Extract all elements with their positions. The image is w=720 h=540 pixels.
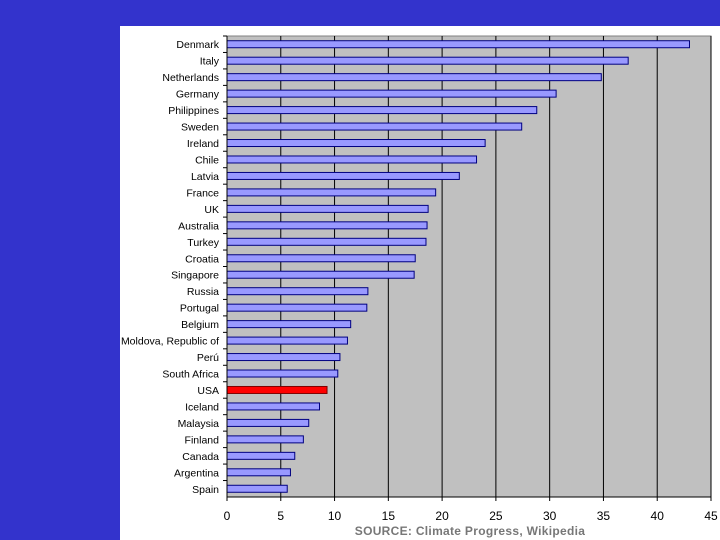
category-label: France — [186, 187, 219, 199]
category-label: Singapore — [171, 270, 219, 282]
category-label: Chile — [195, 154, 219, 166]
category-labels: Denmark Italy Netherlands Germany Philippine… — [121, 35, 227, 496]
category-label: Germany — [176, 89, 220, 101]
category-label: Sweden — [181, 122, 219, 134]
bar-spain — [226, 484, 288, 493]
bar-singapore — [226, 270, 415, 279]
category-label: Russia — [187, 286, 219, 298]
category-label: Canada — [182, 451, 219, 463]
left-decorative-band — [0, 0, 120, 540]
category-label: Denmark — [176, 39, 219, 51]
category-label: USA — [197, 385, 219, 397]
bar-chile — [226, 155, 478, 164]
bar-usa — [226, 385, 328, 394]
x-tick-label: 20 — [435, 509, 449, 523]
category-label: Italy — [200, 56, 220, 68]
bar-belgium — [226, 320, 352, 329]
x-tick-label: 10 — [328, 509, 342, 523]
category-label: Moldova, Republic of — [121, 336, 219, 348]
bar-france — [226, 188, 437, 197]
category-label: Australia — [178, 220, 219, 232]
bar-croatia — [226, 254, 416, 263]
bar-ireland — [226, 139, 486, 148]
category-label: Argentina — [174, 467, 219, 479]
bar-turkey — [226, 237, 427, 246]
bar-argentina — [226, 468, 291, 477]
bar-portugal — [226, 303, 368, 312]
category-label: Philippines — [168, 105, 219, 117]
x-tick-label: 30 — [543, 509, 557, 523]
category-label: UK — [204, 204, 219, 216]
category-label: South Africa — [162, 369, 219, 381]
bar-per- — [226, 353, 341, 362]
category-label: Iceland — [185, 401, 219, 413]
bar-philippines — [226, 106, 538, 115]
bar-uk — [226, 204, 429, 213]
bar-malaysia — [226, 418, 310, 427]
x-tick-label: 0 — [224, 509, 231, 523]
bar-moldova-republic-of — [226, 336, 348, 345]
category-label: Croatia — [185, 253, 219, 265]
bar-south-africa — [226, 369, 339, 378]
top-decorative-band — [0, 0, 720, 26]
x-tick-label: 45 — [704, 509, 718, 523]
bar-russia — [226, 287, 369, 296]
category-label: Belgium — [181, 319, 219, 331]
x-tick-label: 40 — [651, 509, 665, 523]
bar-sweden — [226, 122, 523, 131]
x-axis: 0 5 10 15 20 25 30 35 40 45 — [224, 36, 718, 523]
category-label: Perú — [197, 352, 219, 364]
x-tick-label: 35 — [597, 509, 611, 523]
category-label: Malaysia — [178, 418, 220, 430]
x-tick-label: 5 — [277, 509, 284, 523]
source-text: SOURCE: Climate Progress, Wikipedia — [355, 524, 585, 538]
x-tick-label: 15 — [382, 509, 396, 523]
bar-latvia — [226, 171, 460, 180]
bars — [226, 40, 690, 493]
category-label: Latvia — [191, 171, 219, 183]
category-label: Netherlands — [162, 72, 219, 84]
bar-australia — [226, 221, 428, 230]
bar-netherlands — [226, 73, 602, 82]
bar-iceland — [226, 402, 320, 411]
bar-finland — [226, 435, 304, 444]
bar-italy — [226, 56, 629, 65]
plot-area — [226, 35, 712, 498]
bar-germany — [226, 89, 557, 98]
category-label: Turkey — [187, 237, 219, 249]
x-tick-label: 25 — [489, 509, 503, 523]
category-label: Spain — [192, 484, 219, 496]
category-label: Finland — [185, 434, 220, 446]
bar-denmark — [226, 40, 690, 49]
bar-canada — [226, 451, 296, 460]
category-label: Ireland — [187, 138, 219, 150]
category-label: Portugal — [180, 303, 219, 315]
